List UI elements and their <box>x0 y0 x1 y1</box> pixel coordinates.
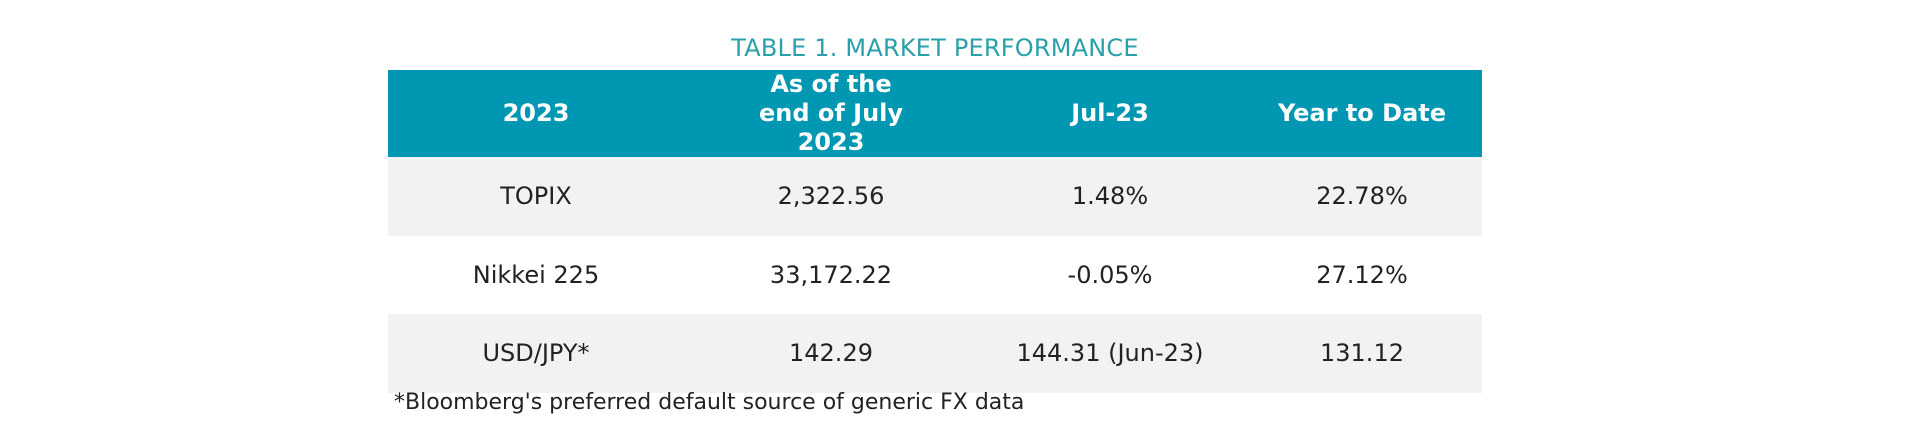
table-cell: 33,172.22 <box>684 235 978 314</box>
table-row: Nikkei 225 33,172.22 -0.05% 27.12% <box>388 235 1482 314</box>
header-text: Jul-23 <box>1071 99 1149 127</box>
table-cell: USD/JPY* <box>388 314 684 393</box>
table-cell: 2,322.56 <box>684 157 978 236</box>
table-cell: TOPIX <box>388 157 684 236</box>
header-cell: As of the end of July 2023 <box>684 70 978 157</box>
table-row: TOPIX 2,322.56 1.48% 22.78% <box>388 157 1482 236</box>
table-body: TOPIX 2,322.56 1.48% 22.78% Nikkei 225 33,172… <box>388 157 1482 393</box>
header-cell: Jul-23 <box>978 70 1242 157</box>
header-text: Year to Date <box>1277 99 1447 127</box>
table-cell: 1.48% <box>978 157 1242 236</box>
table-row: USD/JPY* 142.29 144.31 (Jun-23) 131.12 <box>388 314 1482 393</box>
market-table: 2023 As of the end of July 2023 Jul-23 Year… <box>388 70 1482 393</box>
table-cell: -0.05% <box>978 235 1242 314</box>
header-cell: Year to Date <box>1242 70 1482 157</box>
header-text: 2023 <box>502 99 570 127</box>
table-cell: 144.31 (Jun-23) <box>978 314 1242 393</box>
header-cell: 2023 <box>388 70 684 157</box>
footnote: *Bloomberg's preferred default source of… <box>394 390 1025 415</box>
header-text: As of the end of July 2023 <box>758 70 904 156</box>
table-cell: 131.12 <box>1242 314 1482 393</box>
table-cell: 22.78% <box>1242 157 1482 236</box>
table-cell: 142.29 <box>684 314 978 393</box>
table-title: TABLE 1. MARKET PERFORMANCE <box>731 34 1139 62</box>
table-cell: 27.12% <box>1242 235 1482 314</box>
table-cell: Nikkei 225 <box>388 235 684 314</box>
header-row: 2023 As of the end of July 2023 Jul-23 Year… <box>388 70 1482 157</box>
